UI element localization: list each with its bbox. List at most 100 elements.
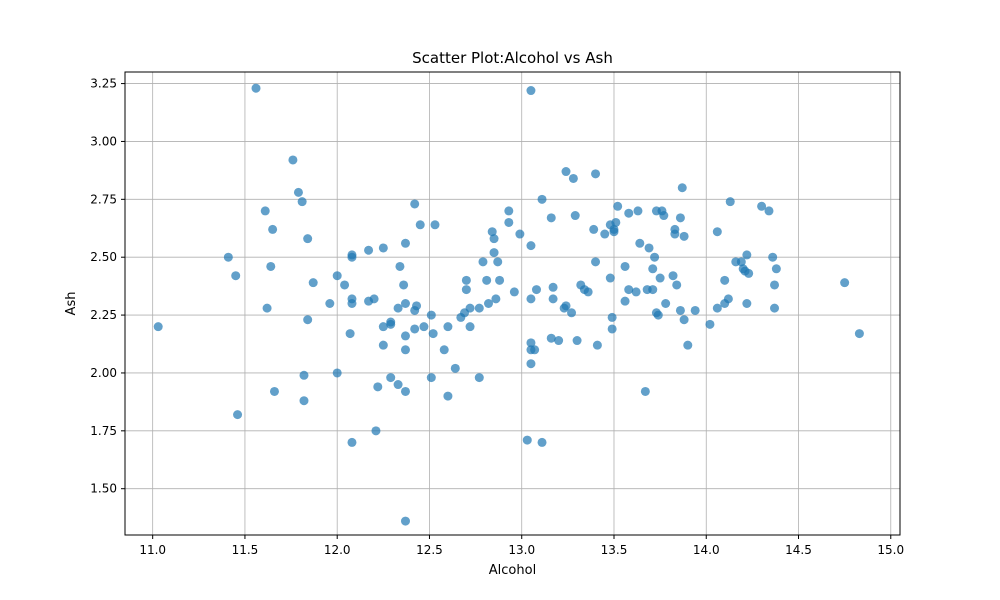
scatter-point (546, 333, 556, 343)
x-axis-ticks: 11.0 11.5 12.0 12.5 13.0 13.5 14.0 14.5 15.0 (139, 535, 904, 557)
scatter-point (672, 280, 682, 290)
scatter-point (624, 208, 634, 218)
scatter-point (723, 294, 733, 304)
scatter-point (493, 257, 503, 267)
scatter-point (487, 227, 497, 237)
y-axis-label: Ash (64, 292, 79, 316)
scatter-point (567, 308, 577, 318)
x-axis-label: Alcohol (489, 563, 536, 578)
scatter-point (611, 217, 621, 227)
scatter-point (412, 301, 422, 311)
scatter-point (537, 194, 547, 204)
scatter-point (742, 299, 752, 308)
scatter-point (400, 345, 410, 355)
scatter-point (531, 285, 541, 295)
scatter-point (546, 213, 556, 223)
scatter-point (725, 197, 735, 207)
x-tick-label: 12.5 (416, 543, 443, 557)
y-tick-label: 1.75 (90, 424, 117, 438)
scatter-point (648, 264, 658, 274)
scatter-point (332, 368, 342, 378)
scatter-point (491, 294, 501, 304)
scatter-point (231, 271, 241, 281)
scatter-point (395, 261, 405, 271)
scatter-point (757, 201, 767, 211)
scatter-point (393, 380, 403, 390)
scatter-point (299, 370, 309, 380)
scatter-point (554, 336, 564, 346)
scatter-point (668, 271, 678, 281)
scatter-point (443, 391, 453, 401)
chart-title: Scatter Plot:Alcohol vs Ash (412, 49, 613, 67)
plot-frame (124, 71, 901, 536)
scatter-point (345, 329, 355, 339)
scatter-point (548, 282, 558, 292)
scatter-point (332, 271, 342, 281)
scatter-point (770, 280, 780, 290)
scatter-point (303, 234, 313, 244)
y-tick-label: 1.50 (90, 482, 117, 496)
scatter-point (679, 315, 689, 325)
scatter-point (591, 257, 601, 267)
x-tick-label: 13.5 (601, 543, 628, 557)
scatter-point (399, 280, 409, 290)
scatter-point (288, 155, 298, 165)
scatter-point (609, 227, 619, 237)
y-tick-label: 2.00 (90, 366, 117, 380)
scatter-point (299, 396, 309, 406)
scatter-points (153, 83, 864, 526)
scatter-point (650, 252, 660, 262)
scatter-point (373, 382, 383, 392)
scatter-point (378, 340, 388, 350)
scatter-point (400, 299, 410, 308)
scatter-point (677, 183, 687, 193)
scatter-point (489, 234, 499, 244)
scatter-point (644, 243, 654, 253)
scatter-point (400, 331, 410, 341)
scatter-point (443, 322, 453, 332)
scatter-point (620, 296, 630, 306)
scatter-point (426, 373, 436, 383)
scatter-point (570, 211, 580, 221)
scatter-point (515, 229, 525, 239)
x-tick-label: 14.0 (693, 543, 720, 557)
y-tick-label: 2.50 (90, 250, 117, 264)
scatter-point (635, 238, 645, 248)
x-tick-label: 14.5 (785, 543, 812, 557)
scatter-point (592, 340, 602, 350)
scatter-point (153, 322, 163, 332)
y-tick-label: 3.25 (90, 77, 117, 91)
scatter-point (439, 345, 449, 355)
scatter-point (465, 322, 475, 332)
scatter-point (526, 338, 536, 348)
scatter-point (613, 201, 623, 211)
scatter-point (260, 206, 270, 216)
scatter-point (495, 275, 505, 285)
scatter-point (347, 252, 357, 262)
scatter-point (450, 363, 460, 373)
scatter-point (526, 241, 536, 251)
scatter-point (297, 197, 307, 207)
scatter-point (583, 287, 593, 297)
scatter-point (233, 410, 243, 420)
scatter-point (659, 211, 669, 221)
scatter-point (474, 303, 484, 313)
scatter-point (640, 386, 650, 396)
scatter-point (568, 173, 578, 183)
scatter-point (426, 310, 436, 320)
scatter-point (526, 359, 536, 369)
scatter-point (504, 217, 514, 227)
scatter-point (661, 299, 671, 308)
scatter-point (504, 206, 514, 216)
scatter-point (690, 305, 700, 315)
scatter-point (548, 294, 558, 304)
scatter-point (269, 386, 279, 396)
scatter-point (386, 373, 396, 383)
scatter-point (655, 273, 665, 283)
scatter-point (410, 324, 420, 334)
y-tick-label: 3.00 (90, 134, 117, 148)
scatter-point (631, 287, 641, 297)
scatter-point (308, 278, 318, 288)
scatter-point (620, 261, 630, 271)
scatter-point (400, 386, 410, 396)
